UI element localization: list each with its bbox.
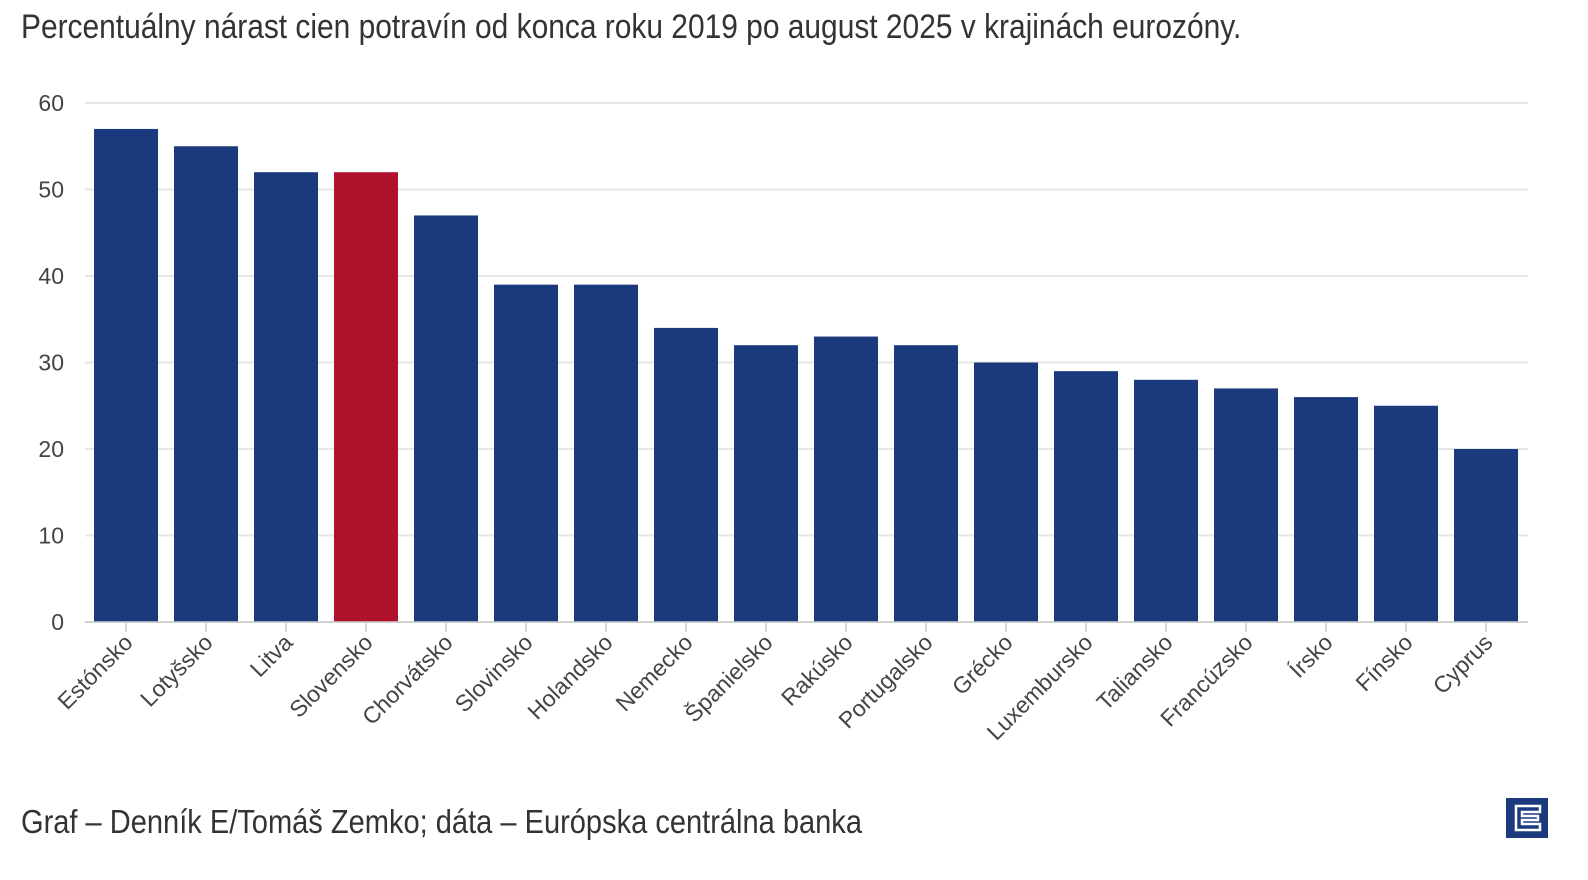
bar-Francúzsko — [1214, 388, 1278, 622]
x-tick-label: Lotyšsko — [135, 629, 218, 712]
bar-Lotyšsko — [174, 146, 238, 622]
x-tick-label: Estónsko — [52, 629, 137, 714]
y-tick-label: 40 — [38, 263, 64, 289]
y-tick-label: 60 — [38, 90, 64, 116]
bar-Slovinsko — [494, 284, 558, 622]
x-tick-label: Litva — [245, 629, 298, 682]
bar-Írsko — [1294, 397, 1358, 622]
bar-Estónsko — [94, 128, 158, 622]
denník-e-logo-icon — [1506, 798, 1548, 838]
x-tick-label: Fínsko — [1350, 629, 1417, 696]
bar-Portugalsko — [894, 345, 958, 622]
bar-Luxembursko — [1054, 371, 1118, 622]
x-tick-label: Španielsko — [679, 628, 778, 727]
bar-Cyprus — [1454, 449, 1518, 622]
bar-Litva — [254, 172, 318, 622]
y-tick-label: 30 — [38, 350, 64, 376]
chart-title: Percentuálny nárast cien potravín od kon… — [21, 8, 1242, 46]
x-tick-label: Grécko — [947, 629, 1018, 700]
bar-Chorvátsko — [414, 215, 478, 622]
y-tick-label: 20 — [38, 436, 64, 462]
bar-Fínsko — [1374, 405, 1438, 622]
x-tick-label: Holandsko — [522, 629, 617, 724]
bar-Holandsko — [574, 284, 638, 622]
bar-Rakúsko — [814, 336, 878, 622]
bar-Grécko — [974, 362, 1038, 622]
bar-Nemecko — [654, 327, 718, 622]
bar-Taliansko — [1134, 379, 1198, 622]
y-tick-label: 0 — [51, 609, 64, 635]
x-tick-label: Rakúsko — [776, 629, 858, 711]
x-tick-label: Írsko — [1284, 629, 1338, 683]
y-tick-label: 50 — [38, 177, 64, 203]
bar-Španielsko — [734, 345, 798, 622]
bar-Slovensko — [334, 172, 398, 622]
y-tick-label: 10 — [38, 523, 64, 549]
x-tick-label: Cyprus — [1428, 629, 1498, 699]
source-note: Graf – Denník E/Tomáš Zemko; dáta – Euró… — [21, 803, 862, 840]
